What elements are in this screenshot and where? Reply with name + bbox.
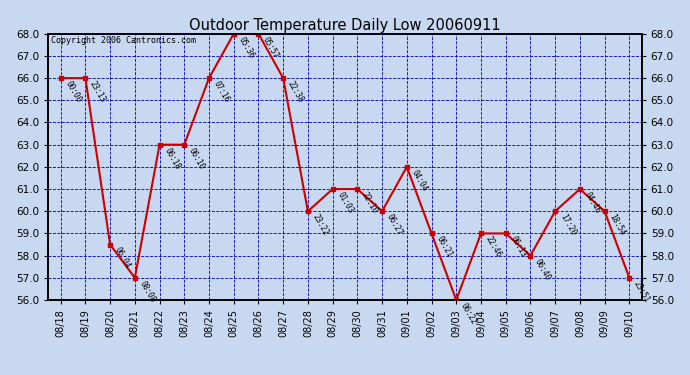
Text: 04:46: 04:46 (582, 190, 602, 215)
Text: 17:20: 17:20 (558, 213, 578, 237)
Text: 06:13: 06:13 (509, 235, 528, 260)
Text: 06:04: 06:04 (113, 246, 132, 270)
Text: 06:40: 06:40 (533, 257, 553, 282)
Title: Outdoor Temperature Daily Low 20060911: Outdoor Temperature Daily Low 20060911 (189, 18, 501, 33)
Text: 22:46: 22:46 (484, 235, 503, 260)
Text: 00:00: 00:00 (63, 80, 83, 104)
Text: 08:08: 08:08 (137, 279, 157, 304)
Text: 04:04: 04:04 (410, 168, 429, 193)
Text: Copyright 2006 Cantronics.com: Copyright 2006 Cantronics.com (51, 36, 196, 45)
Text: 07:16: 07:16 (212, 80, 231, 104)
Text: 23:22: 23:22 (310, 213, 330, 237)
Text: 22:38: 22:38 (286, 80, 305, 104)
Text: 06:21: 06:21 (434, 235, 453, 260)
Text: 06:22: 06:22 (459, 302, 478, 326)
Text: 06:18: 06:18 (162, 146, 181, 171)
Text: 05:36: 05:36 (237, 35, 256, 60)
Text: 06:10: 06:10 (187, 146, 206, 171)
Text: 06:27: 06:27 (385, 213, 404, 237)
Text: 18:54: 18:54 (607, 213, 627, 237)
Text: 23:51: 23:51 (632, 279, 651, 304)
Text: 22:10: 22:10 (360, 190, 380, 215)
Text: 01:03: 01:03 (335, 190, 355, 215)
Text: 05:57: 05:57 (262, 35, 281, 60)
Text: 23:13: 23:13 (88, 80, 108, 104)
